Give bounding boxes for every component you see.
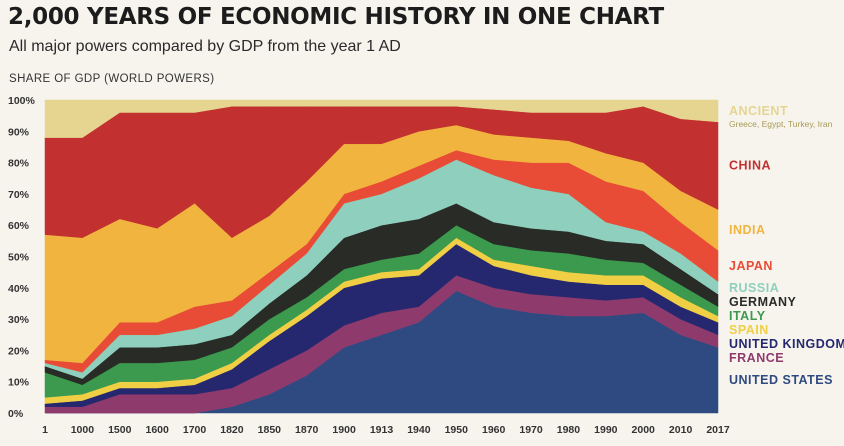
y-tick-label: 40% [8,283,30,295]
legend-japan: JAPAN [729,259,773,273]
x-tick-label: 2000 [632,424,656,436]
y-tick-label: 60% [8,220,30,232]
x-tick-label: 1980 [557,424,581,436]
chart-subtitle: All major powers compared by GDP from th… [9,38,401,55]
x-axis-ticks: 1 1000 1500 1600 1700 1820 1850 1870 1900 1913 194… [42,424,730,436]
x-tick-label: 2017 [706,424,730,436]
x-tick-label: 1820 [220,424,244,436]
area-layer [44,99,719,414]
y-tick-label: 90% [8,126,30,138]
x-tick-label: 1600 [145,424,169,436]
chart-title: 2,000 YEARS OF ECONOMIC HISTORY IN ONE C… [8,4,664,30]
x-tick-label: 1900 [332,424,356,436]
x-tick-label: 1850 [258,424,282,436]
y-axis-label: SHARE OF GDP (WORLD POWERS) [9,73,215,85]
legend-russia: RUSSIA [729,281,779,295]
y-tick-label: 20% [8,345,30,357]
x-tick-label: 1870 [295,424,319,436]
x-tick-label: 1940 [407,424,431,436]
x-tick-label: 1500 [108,424,132,436]
x-tick-label: 1970 [519,424,543,436]
y-tick-label: 100% [8,95,36,107]
x-tick-label: 1960 [482,424,506,436]
x-tick-label: 2010 [669,424,693,436]
y-tick-label: 10% [8,377,30,389]
y-tick-label: 30% [8,314,30,326]
legend-spain: SPAIN [729,323,769,337]
legend-india: INDIA [729,223,766,237]
y-axis-ticks: 0% 10% 20% 30% 40% 50% 60% 70% 80% 90% 100% [8,95,36,420]
legend-ancient-subtitle: Greece, Egypt, Turkey, Iran [729,119,833,129]
area-ancient [44,99,719,138]
legend-france: FRANCE [729,351,784,365]
legend-ancient: ANCIENT [729,104,788,118]
legend-united-kingdom: UNITED KINGDOM [729,337,844,351]
x-tick-label: 1 [42,424,48,436]
legend-united-states: UNITED STATES [729,373,833,387]
x-tick-label: 1990 [594,424,618,436]
x-tick-label: 1000 [71,424,95,436]
legend-italy: ITALY [729,309,766,323]
y-tick-label: 0% [8,408,24,420]
x-tick-label: 1950 [445,424,469,436]
legend-germany: GERMANY [729,295,797,309]
legend-china: CHINA [729,159,771,173]
x-tick-label: 1913 [370,424,394,436]
y-tick-label: 70% [8,189,30,201]
y-tick-label: 50% [8,252,30,264]
y-tick-label: 80% [8,158,30,170]
x-tick-label: 1700 [183,424,207,436]
